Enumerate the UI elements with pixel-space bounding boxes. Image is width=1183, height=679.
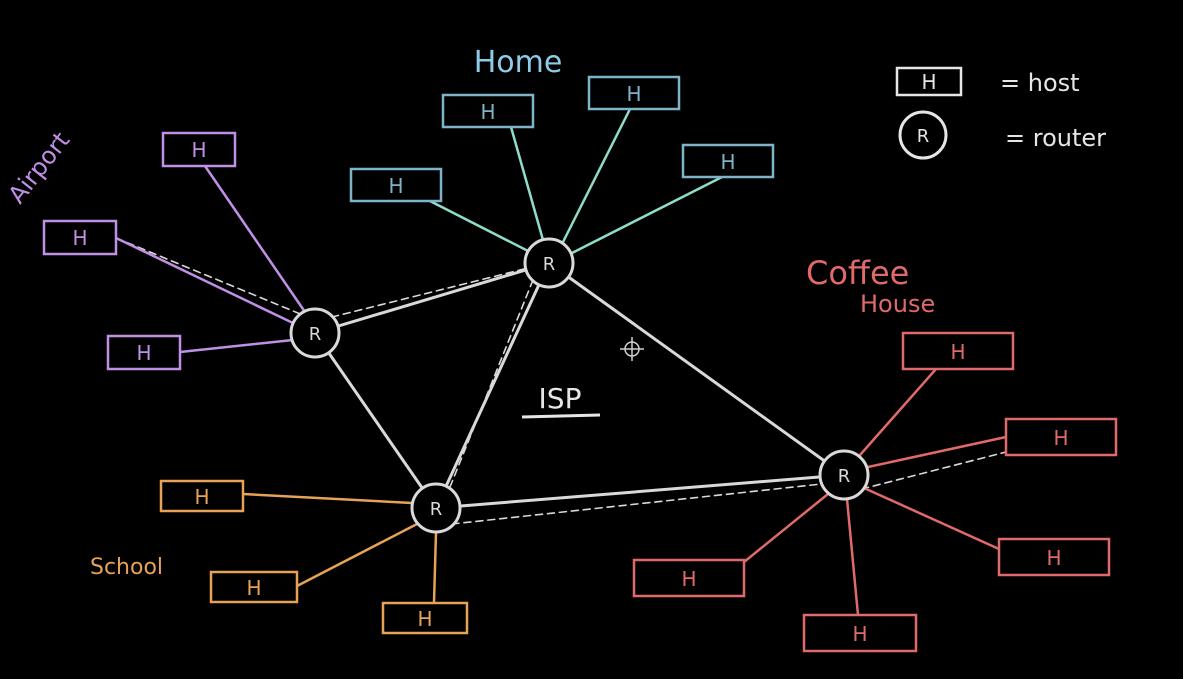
router-home: R (523, 237, 575, 289)
router-school: R (410, 482, 462, 534)
host-airport-1: H (161, 131, 237, 168)
host-school-1-label: H (194, 485, 209, 509)
legend: H = host R = router (895, 66, 1106, 160)
host-coffee-2-label: H (1053, 426, 1068, 450)
host-home-2: H (441, 93, 535, 129)
host-coffee-3-label: H (1046, 546, 1061, 570)
host-coffee-4-label: H (681, 567, 696, 591)
label-coffee-line2: House (860, 290, 935, 318)
router-home-label: R (543, 254, 556, 275)
label-isp: ISP (539, 382, 582, 415)
path-coffee-host-dashed (849, 451, 1007, 493)
link-home-host-3 (561, 107, 632, 244)
link-home-host-1 (428, 199, 532, 254)
label-airport: Airport (3, 127, 76, 209)
router-coffee-label: R (838, 466, 851, 487)
host-airport-3: H (106, 334, 182, 371)
link-airport-host-1 (203, 164, 307, 314)
label-school: School (90, 555, 163, 580)
link-home-host-2 (509, 125, 545, 242)
host-school-2-label: H (246, 576, 261, 600)
link-airport-host-3 (178, 338, 295, 354)
host-home-1-label: H (388, 174, 403, 198)
link-school-host-1 (241, 492, 414, 505)
host-school-3-label: H (417, 607, 432, 631)
router-airport: R (289, 307, 341, 359)
link-school-host-3 (432, 530, 438, 605)
router-school-label: R (430, 499, 443, 520)
host-coffee-5-label: H (852, 622, 867, 646)
link-airport-home (313, 261, 551, 335)
legend-host-symbol: H (895, 66, 963, 97)
host-coffee-3: H (997, 537, 1111, 577)
host-airport-2-label: H (72, 226, 87, 250)
link-home-school (434, 261, 551, 510)
link-home-host-4 (570, 175, 724, 255)
legend-router-text: = router (1005, 124, 1106, 152)
legend-host-text: = host (1000, 69, 1080, 97)
router-coffee: R (818, 449, 870, 501)
host-school-2: H (209, 570, 299, 604)
host-airport-3-label: H (136, 341, 151, 365)
legend-router-symbol: R (898, 110, 948, 160)
link-home-coffee (547, 261, 846, 477)
link-school-coffee (434, 473, 846, 510)
host-coffee-2: H (1004, 417, 1118, 457)
link-coffee-host-5 (845, 497, 860, 617)
router-airport-label: R (309, 324, 322, 345)
host-coffee-1: H (901, 331, 1015, 371)
link-coffee-host-3 (862, 486, 1001, 551)
host-coffee-5: H (802, 613, 918, 653)
host-home-4: H (681, 143, 775, 179)
host-school-3: H (381, 601, 469, 635)
path-home-school-dashed (447, 279, 534, 493)
host-coffee-4: H (632, 558, 746, 598)
host-home-4-label: H (720, 150, 735, 174)
path-airport-host-dashed (115, 237, 311, 319)
link-airport-host-2 (114, 236, 297, 326)
path-school-coffee-dashed (451, 481, 841, 525)
host-airport-2: H (42, 219, 118, 256)
svg-text:H: H (921, 70, 936, 94)
host-coffee-1-label: H (950, 340, 965, 364)
label-home: Home (474, 45, 563, 80)
link-coffee-host-4 (742, 492, 830, 564)
svg-text:R: R (917, 126, 930, 147)
link-coffee-host-1 (858, 367, 938, 457)
isp-underline (521, 413, 601, 419)
move-cursor-icon (620, 337, 644, 361)
link-airport-school (313, 331, 438, 510)
link-coffee-host-2 (866, 435, 1008, 469)
host-home-2-label: H (480, 100, 495, 124)
host-airport-1-label: H (191, 138, 206, 162)
label-coffee-line1: Coffee (806, 254, 909, 292)
host-home-1: H (349, 167, 443, 203)
path-airport-home-dashed (319, 264, 541, 321)
link-school-host-2 (295, 522, 419, 588)
host-home-3: H (587, 75, 681, 111)
host-school-1: H (159, 479, 245, 513)
host-home-3-label: H (626, 82, 641, 106)
